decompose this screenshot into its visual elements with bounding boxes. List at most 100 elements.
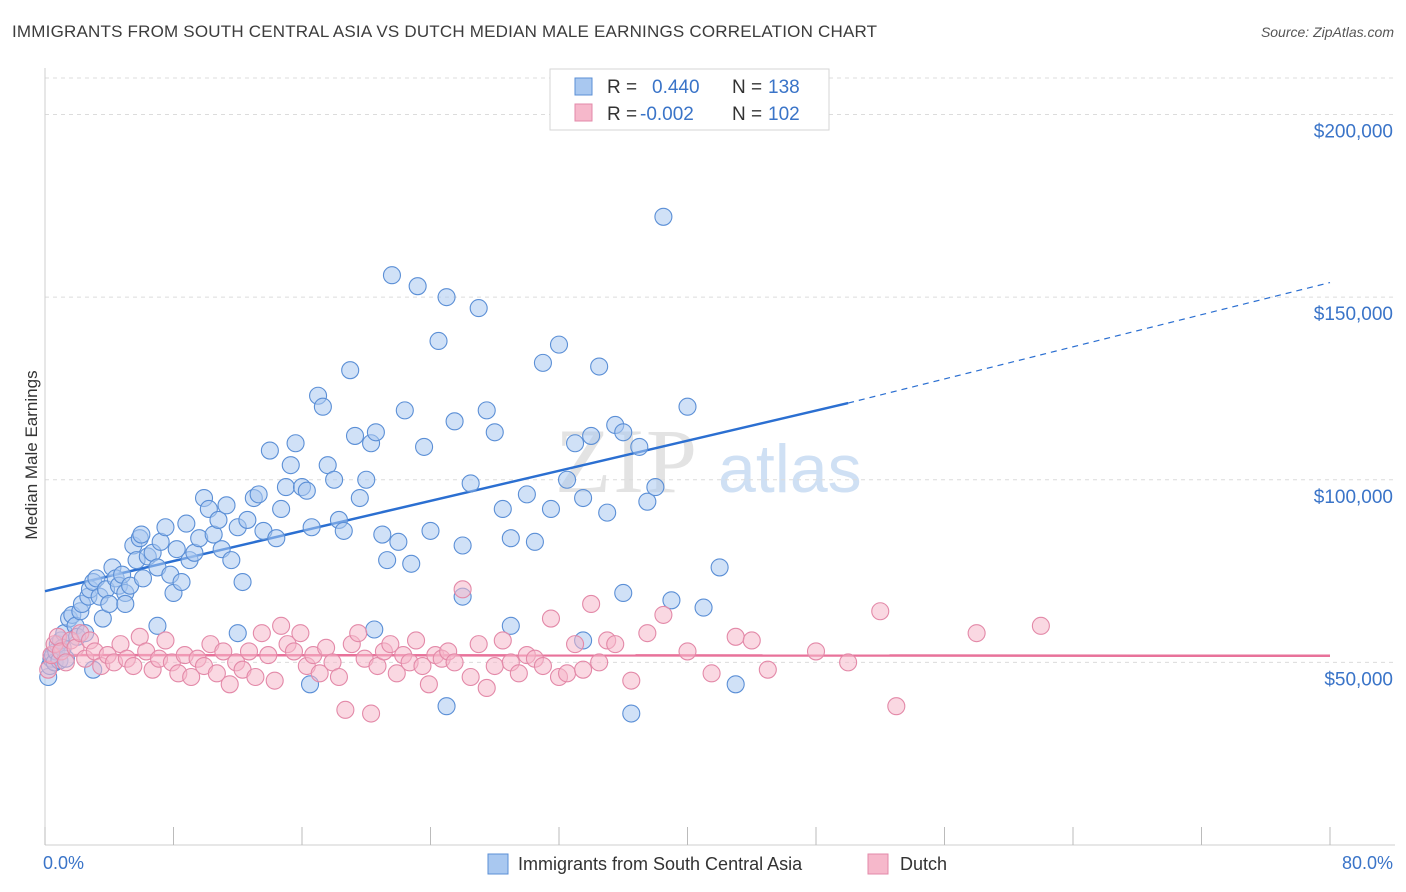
point-dutch xyxy=(284,642,304,661)
point-south-central-asia xyxy=(260,441,279,460)
point-dutch xyxy=(509,664,528,683)
point-south-central-asia xyxy=(233,572,252,592)
point-south-central-asia xyxy=(389,532,408,551)
point-dutch xyxy=(445,653,464,672)
point-south-central-asia xyxy=(590,357,609,376)
point-south-central-asia xyxy=(172,572,191,592)
legend-bottom-label-pink: Dutch xyxy=(900,854,947,874)
axis-layer: $50,000 $100,000 $150,000 $200,000 0.0% 80.0%… xyxy=(22,68,1395,873)
point-south-central-asia xyxy=(366,423,385,442)
point-south-central-asia xyxy=(209,510,228,529)
point-dutch xyxy=(574,660,593,679)
point-dutch xyxy=(1031,616,1050,635)
legend-top: R = 0.440 N = 138 R = -0.002 N = 102 xyxy=(549,68,830,131)
point-dutch xyxy=(469,635,488,654)
point-dutch xyxy=(214,642,233,661)
point-south-central-asia xyxy=(710,558,729,577)
legend-bottom-swatch-pink xyxy=(867,853,889,875)
point-south-central-asia xyxy=(429,331,448,351)
point-dutch xyxy=(336,700,355,719)
point-dutch xyxy=(349,624,368,643)
point-south-central-asia xyxy=(350,488,369,508)
legend-bottom-swatch-blue xyxy=(487,853,509,875)
point-dutch xyxy=(839,653,858,672)
point-dutch xyxy=(310,664,329,683)
point-south-central-asia xyxy=(549,335,569,354)
point-dutch xyxy=(726,627,745,646)
point-south-central-asia xyxy=(228,624,247,643)
y-tick-label: $50,000 xyxy=(1324,669,1393,690)
point-dutch xyxy=(557,664,577,683)
legend-top-swatch-blue xyxy=(574,77,593,96)
point-south-central-asia xyxy=(100,594,119,613)
point-south-central-asia xyxy=(167,540,186,559)
y-tick-label: $200,000 xyxy=(1314,122,1393,143)
y-tick-label: $150,000 xyxy=(1314,304,1393,325)
point-south-central-asia xyxy=(638,492,657,511)
point-dutch xyxy=(493,631,512,650)
point-south-central-asia xyxy=(341,361,360,380)
point-south-central-asia xyxy=(116,594,135,613)
x-tick-label-max: 80.0% xyxy=(1342,853,1393,873)
point-dutch xyxy=(39,660,58,679)
point-dutch xyxy=(246,667,265,687)
trendline-south-central-asia xyxy=(44,401,849,593)
trendline-south-central-asia-extension xyxy=(847,281,1331,404)
point-dutch xyxy=(702,664,721,683)
point-south-central-asia xyxy=(694,598,713,617)
x-tick-label-min: 0.0% xyxy=(43,853,84,873)
point-dutch xyxy=(413,656,432,676)
y-tick-label: $100,000 xyxy=(1314,487,1393,508)
point-dutch xyxy=(156,631,175,650)
point-dutch xyxy=(265,671,284,690)
points-layer xyxy=(39,207,1050,723)
point-south-central-asia xyxy=(156,518,175,537)
point-south-central-asia xyxy=(281,456,300,475)
point-south-central-asia xyxy=(313,397,332,416)
point-dutch xyxy=(381,635,400,654)
point-dutch xyxy=(806,642,826,661)
point-south-central-asia xyxy=(477,401,496,420)
point-south-central-asia xyxy=(177,514,196,533)
point-south-central-asia xyxy=(678,397,697,416)
point-south-central-asia xyxy=(325,470,344,489)
legend-top-n-label-2: N = xyxy=(732,104,762,125)
point-dutch xyxy=(622,671,641,690)
point-south-central-asia xyxy=(614,583,633,603)
point-dutch xyxy=(742,631,761,650)
point-dutch xyxy=(477,678,496,697)
point-south-central-asia xyxy=(501,529,520,548)
point-dutch xyxy=(259,646,278,665)
point-dutch xyxy=(56,653,75,672)
point-south-central-asia xyxy=(646,478,665,497)
point-south-central-asia xyxy=(630,437,649,456)
point-south-central-asia xyxy=(132,525,151,544)
point-south-central-asia xyxy=(557,470,577,489)
point-south-central-asia xyxy=(148,616,167,635)
point-dutch xyxy=(461,667,480,687)
legend-top-r-label-1: R = xyxy=(607,77,637,98)
point-dutch xyxy=(967,624,986,643)
point-south-central-asia xyxy=(302,518,321,537)
point-south-central-asia xyxy=(485,423,504,442)
point-dutch xyxy=(207,664,226,683)
point-south-central-asia xyxy=(408,277,427,296)
point-south-central-asia xyxy=(501,616,520,635)
point-dutch xyxy=(419,675,438,694)
point-dutch xyxy=(406,631,426,650)
chart-title: IMMIGRANTS FROM SOUTH CENTRAL ASIA VS DU… xyxy=(12,22,878,41)
point-dutch xyxy=(887,697,906,716)
point-south-central-asia xyxy=(365,620,384,639)
point-dutch xyxy=(485,656,504,676)
point-south-central-asia xyxy=(395,401,414,420)
point-south-central-asia xyxy=(726,675,745,694)
point-south-central-asia xyxy=(267,529,286,548)
watermark-atlas: atlas xyxy=(718,431,862,507)
legend-top-swatch-pink xyxy=(574,103,593,122)
point-dutch xyxy=(272,616,291,635)
point-dutch xyxy=(220,675,239,694)
point-south-central-asia xyxy=(373,525,392,544)
point-south-central-asia xyxy=(622,704,641,723)
point-south-central-asia xyxy=(421,521,440,540)
